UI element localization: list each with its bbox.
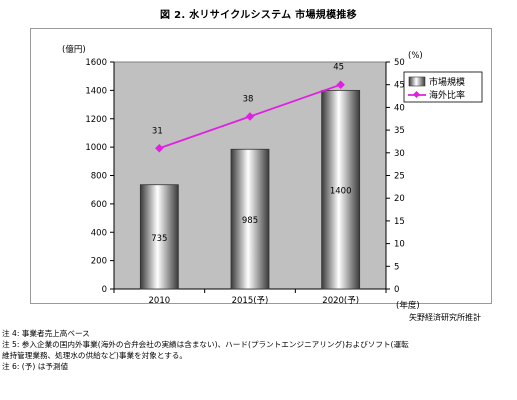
y-tick-label-right: 25 [394, 172, 405, 182]
x-tick-label: 2010 [149, 296, 171, 306]
legend-label-line: 海外比率 [429, 89, 465, 101]
x-tick-label: 2015(予) [232, 296, 269, 306]
y-tick-label-left: 1000 [85, 143, 107, 153]
legend-label-bar: 市場規模 [429, 76, 465, 88]
y-tick-label-right: 20 [394, 194, 405, 204]
y-tick-label-right: 45 [394, 81, 405, 91]
source-note: 矢野経済研究所推計 [409, 313, 481, 322]
bar-data-label: 735 [151, 234, 167, 244]
y-tick-label-right: 30 [394, 149, 405, 159]
y-tick-label-left: 1200 [85, 115, 107, 125]
y-tick-label-left: 1600 [85, 58, 107, 68]
bar [321, 89, 361, 290]
x-axis-unit: (年度) [396, 300, 420, 310]
bar [139, 184, 179, 290]
line-point [245, 112, 255, 121]
y-tick-label-right: 35 [394, 126, 405, 136]
notes-block: 注 4: 事業者売上高ベース 注 5: 参入企業の国内外事業(海外の合弁会社の実… [2, 328, 514, 372]
note-line: 維持管理業務、処理水の供給など)事業を対象とする。 [2, 351, 187, 360]
legend-swatch-bar [408, 76, 426, 87]
line-point [336, 80, 345, 89]
line-data-label: 38 [243, 94, 254, 104]
y-tick-label-left: 800 [91, 172, 107, 182]
y-tick-label-left: 600 [91, 200, 107, 210]
x-tick-label: 2020(予) [322, 296, 359, 306]
y-tick-label-right: 50 [394, 58, 405, 68]
y-tick-label-right: 10 [394, 240, 405, 250]
bar-data-label: 985 [242, 216, 258, 226]
legend-marker-line [412, 90, 421, 99]
note-line: 注 4: 事業者売上高ベース [2, 329, 90, 338]
y-axis-right-unit: (%) [408, 51, 423, 61]
y-tick-label-left: 200 [91, 257, 107, 267]
line-point [155, 144, 164, 153]
y-tick-label-right: 0 [394, 285, 399, 295]
y-tick-label-right: 40 [394, 103, 405, 113]
chart-svg: 0 200 400 600 800 1000 1200 1400 1600 0 5 10 15 20 25 3… [62, 44, 483, 310]
y-tick-label-left: 1400 [85, 86, 107, 96]
y-tick-label-left: 0 [102, 285, 107, 295]
y-tick-label-left: 400 [91, 228, 107, 238]
note-line: 注 5: 参入企業の国内外事業(海外の合弁会社の実績は含まない)、ハード(プラン… [2, 340, 409, 349]
chart-title: 図 2. 水リサイクルシステム 市場規模推移 [159, 10, 357, 21]
note-line: 注 6: (予) は予測値 [2, 362, 69, 371]
y-tick-label-right: 15 [394, 217, 405, 227]
line-data-label: 45 [333, 63, 344, 73]
y-axis-left-unit: (億円) [62, 44, 86, 55]
bar [230, 148, 270, 290]
line-data-label: 31 [152, 126, 163, 136]
bar-data-label: 1400 [330, 187, 352, 197]
y-tick-label-right: 5 [394, 262, 399, 272]
